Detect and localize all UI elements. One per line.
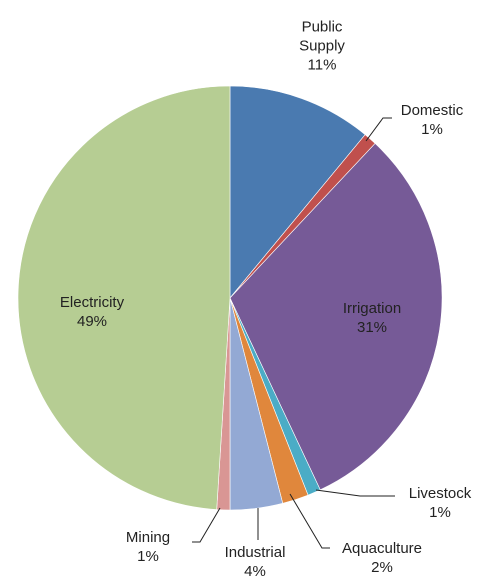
value-label: 49% <box>76 313 108 330</box>
category-label: Irrigation <box>342 300 402 317</box>
value-label: 11% <box>307 56 337 74</box>
pie-slice <box>229 143 443 491</box>
slice-label: Aquaculture 2% <box>327 539 437 577</box>
pie-slice <box>229 85 366 299</box>
slice-label: Industrial 4% <box>200 543 310 581</box>
category-label: Electricity <box>59 294 125 311</box>
value-label: 1% <box>429 504 451 521</box>
leader-line <box>192 507 221 543</box>
slice-label: Irrigation 31% <box>317 299 427 337</box>
value-label: 4% <box>244 563 266 580</box>
value-label: 1% <box>137 548 159 565</box>
value-label: 31% <box>356 319 388 336</box>
leader-line <box>289 493 330 549</box>
slice-label: Public Supply 11% <box>287 18 357 75</box>
category-label: Mining <box>125 529 171 546</box>
slice-label: Mining 1% <box>93 528 203 566</box>
slice-label: Electricity 49% <box>37 293 147 331</box>
value-label: 2% <box>371 559 393 576</box>
category-label: Aquaculture <box>341 540 423 557</box>
category-label: Public Supply <box>299 18 345 55</box>
category-label: Domestic <box>400 102 464 119</box>
slice-label: Domestic 1% <box>377 101 487 139</box>
pie-slice <box>17 85 231 510</box>
value-label: 1% <box>421 121 443 138</box>
category-label: Livestock <box>408 485 472 502</box>
leader-line <box>365 117 392 142</box>
leader-line <box>315 489 395 497</box>
slice-label: Livestock 1% <box>385 484 488 522</box>
category-label: Industrial <box>224 544 286 561</box>
